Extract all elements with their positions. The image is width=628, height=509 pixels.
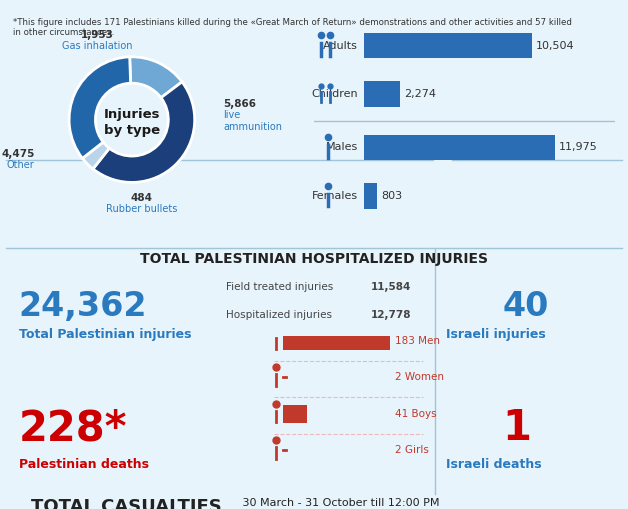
Text: Gas inhalation: Gas inhalation [62,41,133,50]
Bar [364,33,532,59]
Text: 183 Men: 183 Men [395,336,440,346]
Text: Other: Other [7,160,35,171]
Text: 12,778: 12,778 [371,310,411,321]
Text: 24,362: 24,362 [19,290,148,323]
Text: TOTAL CASUALTIES: TOTAL CASUALTIES [31,498,222,509]
Text: by type: by type [104,124,160,137]
Text: Children: Children [311,89,358,99]
Text: Field treated injuries: Field treated injuries [226,282,340,293]
Text: *This figure includes 171 Palestinians killed during the «Great March of Return»: *This figure includes 171 Palestinians k… [13,18,571,37]
Text: Rubber bullets: Rubber bullets [106,205,177,214]
Text: 484: 484 [130,193,153,203]
Bar [364,81,401,107]
Text: Israeli injuries: Israeli injuries [446,328,546,342]
Wedge shape [69,57,131,158]
Text: 40: 40 [502,290,549,323]
Text: Palestinian deaths: Palestinian deaths [19,458,149,471]
Text: 228*: 228* [19,407,127,449]
Text: 2,274: 2,274 [404,89,436,99]
Text: ammunition: ammunition [223,122,282,131]
Bar [283,405,307,423]
Wedge shape [93,82,195,182]
Text: 5,866: 5,866 [223,99,256,109]
Text: 41 Boys: 41 Boys [395,409,436,419]
Text: Hospitalized injuries: Hospitalized injuries [226,310,338,321]
Wedge shape [82,142,109,169]
Wedge shape [130,57,182,98]
Text: 30 March - 31 October till 12:00 PM: 30 March - 31 October till 12:00 PM [239,498,439,508]
Text: live: live [223,110,240,120]
Text: 11,584: 11,584 [371,282,411,293]
Text: Israeli deaths: Israeli deaths [446,458,541,471]
Text: Total Palestinian injuries: Total Palestinian injuries [19,328,192,342]
Text: Males: Males [326,143,358,152]
Text: 11,975: 11,975 [559,143,598,152]
Text: 1: 1 [502,407,531,449]
Text: TOTAL PALESTINIAN HOSPITALIZED INJURIES: TOTAL PALESTINIAN HOSPITALIZED INJURIES [140,252,488,266]
Text: Adults: Adults [323,41,358,50]
Text: Injuries: Injuries [104,108,160,121]
Text: 2 Girls: 2 Girls [395,445,429,455]
Bar [364,183,377,209]
Text: 1,953: 1,953 [81,30,114,40]
Text: 4,475: 4,475 [1,149,35,159]
Text: 803: 803 [381,191,402,201]
Text: 10,504: 10,504 [536,41,575,50]
Bar [283,332,390,350]
Bar [364,135,555,160]
Text: Females: Females [312,191,358,201]
Text: 2 Women: 2 Women [395,373,444,382]
